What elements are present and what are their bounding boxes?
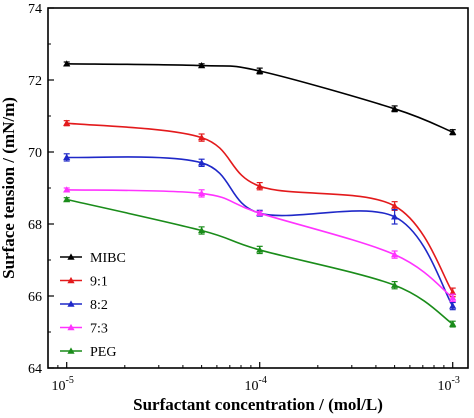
data-point: [256, 246, 264, 253]
data-point: [449, 128, 457, 135]
data-point: [63, 60, 71, 67]
y-tick-label: 64: [28, 362, 42, 377]
data-point: [198, 226, 206, 234]
data-point: [256, 209, 264, 216]
y-axis-ticks: 64 66 68 70 72 74: [28, 2, 54, 377]
data-point: [198, 189, 206, 197]
legend-label: PEG: [90, 345, 116, 360]
x-axis-title: Surfactant concentration / (mol/L): [133, 395, 383, 414]
y-tick-label: 74: [28, 2, 42, 17]
y-axis-title: Surface tension / (mN/m): [0, 97, 18, 279]
x-tick-label: 10-5: [52, 375, 74, 394]
data-point: [449, 294, 457, 301]
data-point: [63, 195, 71, 203]
y-tick-label: 68: [28, 218, 42, 233]
data-point: [449, 320, 457, 327]
legend-label: 9:1: [90, 275, 108, 290]
data-point: [256, 67, 264, 74]
data-point: [63, 186, 71, 193]
x-tick-label: 10-4: [245, 375, 267, 394]
data-point: [198, 134, 206, 141]
data-point: [391, 251, 399, 258]
data-point: [391, 105, 399, 112]
legend-label: 7:3: [90, 322, 108, 337]
data-point: [198, 159, 206, 166]
y-tick-label: 66: [28, 290, 42, 305]
x-axis-ticks: 10-5 10-4 10-3: [52, 362, 460, 394]
data-point: [63, 153, 71, 161]
legend-label: MIBC: [90, 251, 126, 266]
legend: MIBC 9:1 8:2 7:3 PEG: [60, 251, 126, 360]
series-markers: [63, 60, 457, 328]
data-point: [63, 119, 71, 126]
legend-marker: [67, 347, 75, 354]
data-point: [256, 182, 264, 189]
data-point: [391, 202, 399, 209]
data-point: [449, 302, 457, 309]
x-tick-label: 10-3: [438, 375, 460, 394]
y-tick-label: 70: [28, 146, 42, 161]
data-point: [449, 288, 457, 296]
legend-marker: [67, 300, 75, 307]
legend-marker: [67, 276, 75, 284]
legend-marker: [67, 253, 75, 260]
legend-label: 8:2: [90, 298, 108, 313]
data-point: [391, 213, 399, 220]
data-point: [198, 62, 206, 69]
data-point: [391, 281, 399, 288]
y-tick-label: 72: [28, 74, 42, 89]
legend-marker: [67, 323, 75, 331]
